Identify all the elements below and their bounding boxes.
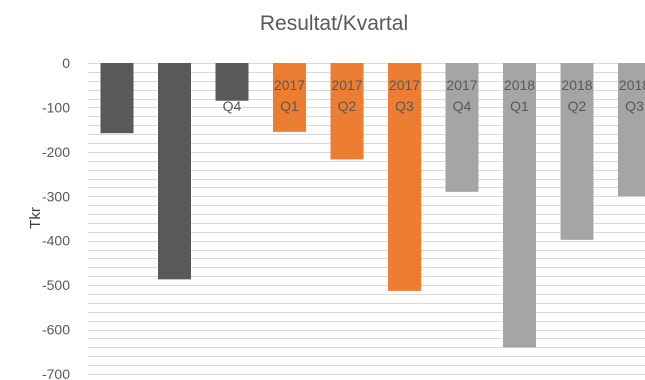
bar bbox=[618, 63, 645, 197]
bar bbox=[273, 63, 306, 132]
category-labels: Q2 Q3 Q4 2017 Q1 2017 Q2 2017 Q3 2017 Q4 2018 Q1 2018… bbox=[108, 77, 645, 114]
category-label: Q1 bbox=[510, 98, 529, 114]
y-tick-label: -200 bbox=[42, 144, 70, 160]
category-label: Q2 bbox=[568, 98, 587, 114]
y-axis-ticks: 0 -100 -200 -300 -400 -500 -600 -700 bbox=[42, 55, 70, 380]
category-label: Q3 bbox=[395, 98, 414, 114]
y-tick-label: -100 bbox=[42, 99, 70, 115]
chart-title: Resultat/Kvartal bbox=[260, 12, 408, 35]
category-label: 2018 bbox=[561, 77, 592, 93]
category-label: Q2 bbox=[338, 98, 357, 114]
y-tick-label: -400 bbox=[42, 233, 70, 249]
category-label: Q4 bbox=[453, 98, 472, 114]
bar-layer bbox=[100, 63, 645, 348]
bar bbox=[445, 63, 479, 192]
y-tick-label: -700 bbox=[42, 366, 70, 380]
category-label: Q4 bbox=[223, 98, 242, 114]
y-tick-label: 0 bbox=[62, 55, 70, 71]
bar bbox=[158, 63, 191, 280]
bar bbox=[330, 63, 364, 160]
bar bbox=[503, 63, 536, 348]
category-label: 2017 bbox=[389, 77, 420, 93]
bar bbox=[388, 63, 421, 291]
bar bbox=[215, 63, 249, 101]
category-label: 2017 bbox=[446, 77, 477, 93]
y-tick-label: -600 bbox=[42, 322, 70, 338]
category-label: 2017 bbox=[331, 77, 362, 93]
y-tick-label: -300 bbox=[42, 188, 70, 204]
bar bbox=[100, 63, 134, 134]
category-label: 2018 bbox=[619, 77, 645, 93]
category-label: 2018 bbox=[504, 77, 535, 93]
y-axis-label: Tkr bbox=[27, 207, 44, 229]
y-tick-label: -500 bbox=[42, 277, 70, 293]
category-label: Q2 bbox=[108, 98, 127, 114]
category-label: 2017 bbox=[274, 77, 305, 93]
bar bbox=[560, 63, 594, 240]
category-label: Q3 bbox=[625, 98, 644, 114]
category-label: Q3 bbox=[165, 98, 184, 114]
category-label: Q1 bbox=[280, 98, 299, 114]
